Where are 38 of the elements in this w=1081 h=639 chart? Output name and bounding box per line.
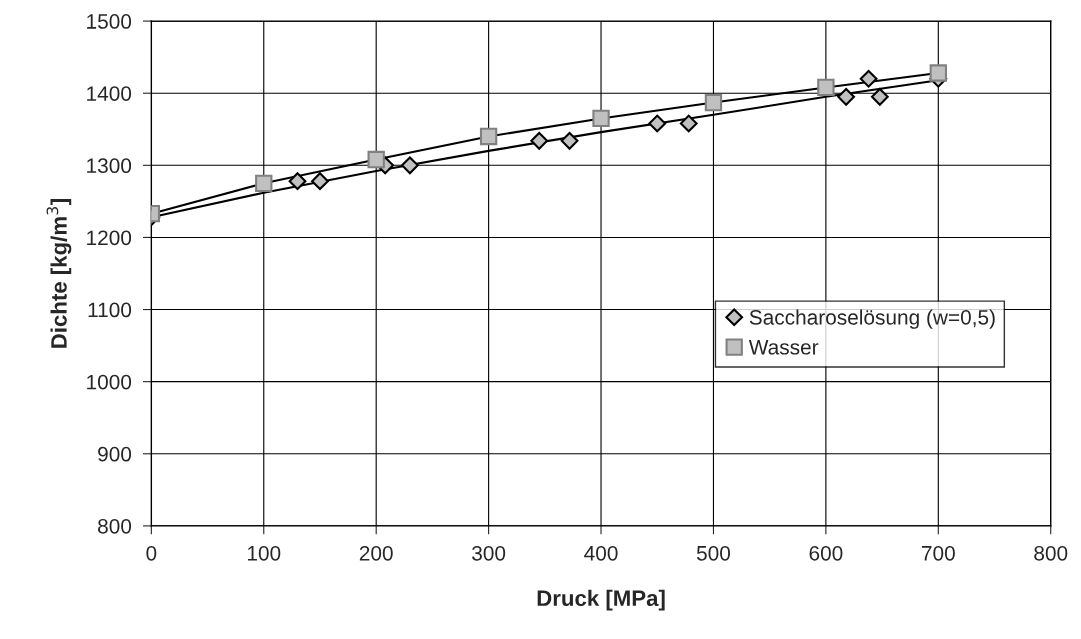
point [479, 127, 498, 146]
point [648, 114, 667, 133]
y-tick-label: 800 [98, 518, 132, 534]
point [679, 114, 698, 133]
x-tick-label: 700 [922, 545, 955, 561]
legend-label: Wasser [748, 340, 819, 355]
point [367, 150, 385, 169]
x-tick-label: 400 [584, 545, 618, 561]
legend-label: Saccharoselösung (w=0,5) [749, 309, 995, 329]
point [704, 93, 723, 112]
x-tick-label: 300 [472, 545, 506, 561]
y-tick-label: 1300 [87, 158, 132, 174]
y-tick-label: 900 [98, 446, 132, 462]
y-tick-label: 1000 [87, 374, 132, 390]
y-tick-label: 1500 [87, 14, 132, 29]
point [288, 172, 307, 191]
point [255, 174, 273, 193]
point [560, 131, 579, 150]
x-tick-label: 600 [809, 545, 843, 561]
x-axis-title: Druck [MPa] [537, 589, 665, 611]
point [817, 78, 835, 97]
y-axis-title: Dichte [kg/m$^{3}$] [46, 199, 72, 348]
y-tick-label: 1400 [87, 86, 132, 101]
point [929, 64, 947, 82]
y-tick-label: 1100 [88, 302, 132, 318]
point [401, 156, 419, 175]
point [530, 131, 549, 150]
y-tick-label: 1200 [87, 230, 132, 246]
point [870, 87, 889, 106]
x-tick-label: 100 [247, 545, 281, 561]
x-tick-label: 0 [146, 545, 157, 561]
x-tick-label: 200 [359, 545, 393, 561]
point [592, 109, 610, 128]
x-tick-label: 500 [696, 545, 731, 561]
point [859, 69, 878, 88]
point [837, 87, 856, 106]
x-tick-label: 800 [1034, 545, 1068, 561]
point [311, 172, 329, 191]
